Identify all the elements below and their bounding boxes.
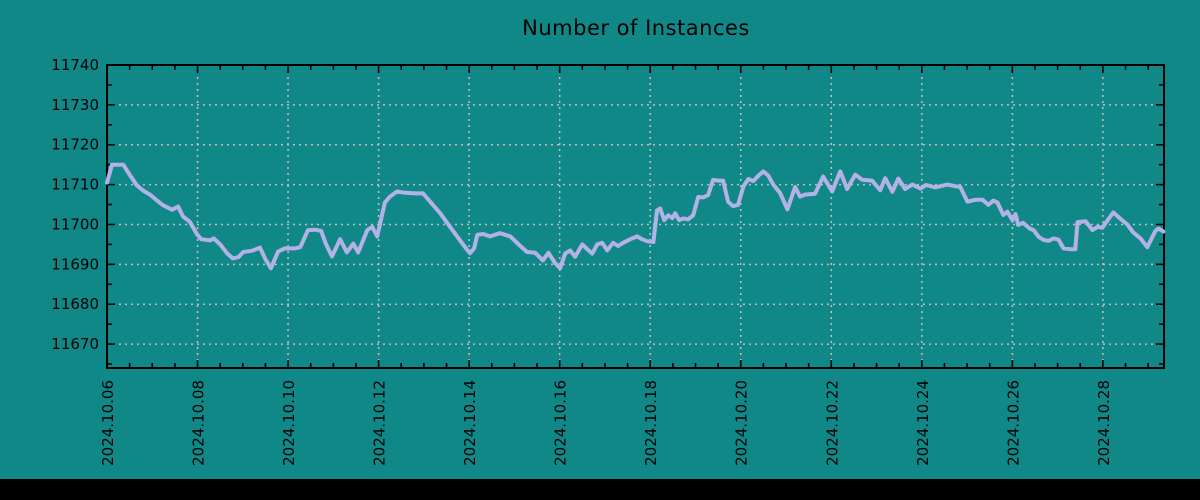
x-tick-label: 2024.10.22 bbox=[823, 380, 841, 466]
x-tick-label: 2024.10.18 bbox=[642, 380, 660, 466]
x-tick-label: 2024.10.28 bbox=[1095, 380, 1113, 466]
x-tick-label: 2024.10.08 bbox=[190, 380, 208, 466]
grid-lines bbox=[106, 64, 1164, 368]
y-tick-label: 11700 bbox=[51, 215, 99, 233]
y-tick-label: 11710 bbox=[51, 176, 99, 194]
x-tick-label: 2024.10.12 bbox=[371, 380, 389, 466]
y-tick-label: 11720 bbox=[51, 136, 99, 154]
bottom-bar bbox=[0, 479, 1200, 500]
y-tick-label: 11690 bbox=[51, 255, 99, 273]
x-tick-label: 2024.10.06 bbox=[99, 380, 117, 466]
y-tick-label: 11680 bbox=[51, 295, 99, 313]
x-tick-label: 2024.10.26 bbox=[1004, 380, 1022, 466]
y-tick-label: 11730 bbox=[51, 96, 99, 114]
plot-border bbox=[106, 64, 1165, 369]
y-tick-label: 11670 bbox=[51, 335, 99, 353]
chart-title: Number of Instances bbox=[522, 16, 750, 40]
x-tick-label: 2024.10.24 bbox=[914, 380, 932, 466]
x-tick-label: 2024.10.10 bbox=[280, 380, 298, 466]
series-line-instances bbox=[105, 162, 1166, 271]
axis-ticks bbox=[106, 64, 1164, 368]
x-tick-label: 2024.10.16 bbox=[552, 380, 570, 466]
x-tick-label: 2024.10.14 bbox=[461, 380, 479, 466]
y-tick-label: 11740 bbox=[51, 56, 99, 74]
y-axis-labels: 11670 11680 11690 11700 11710 11720 11730 11740 bbox=[51, 56, 99, 353]
x-axis-labels: 2024.10.06 2024.10.08 2024.10.10 2024.10.12… bbox=[99, 380, 1113, 466]
x-tick-label: 2024.10.20 bbox=[733, 380, 751, 466]
